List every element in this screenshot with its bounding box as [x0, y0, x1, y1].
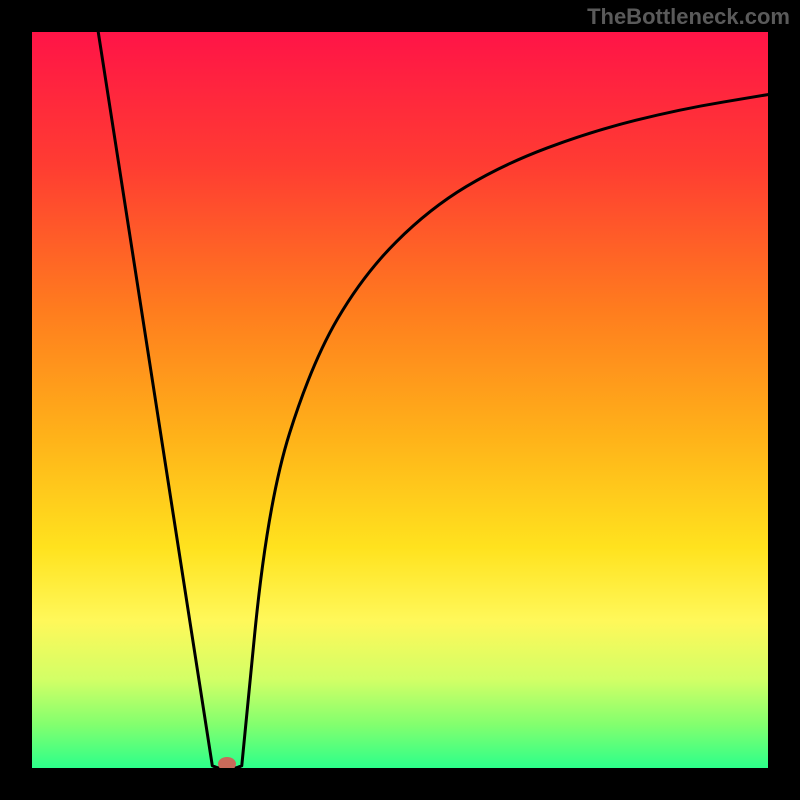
watermark: TheBottleneck.com	[587, 4, 790, 30]
bottleneck-curve	[98, 32, 768, 768]
bottleneck-marker	[218, 757, 236, 768]
curve-svg	[32, 32, 768, 768]
plot-area	[32, 32, 768, 768]
watermark-text: TheBottleneck.com	[587, 4, 790, 29]
